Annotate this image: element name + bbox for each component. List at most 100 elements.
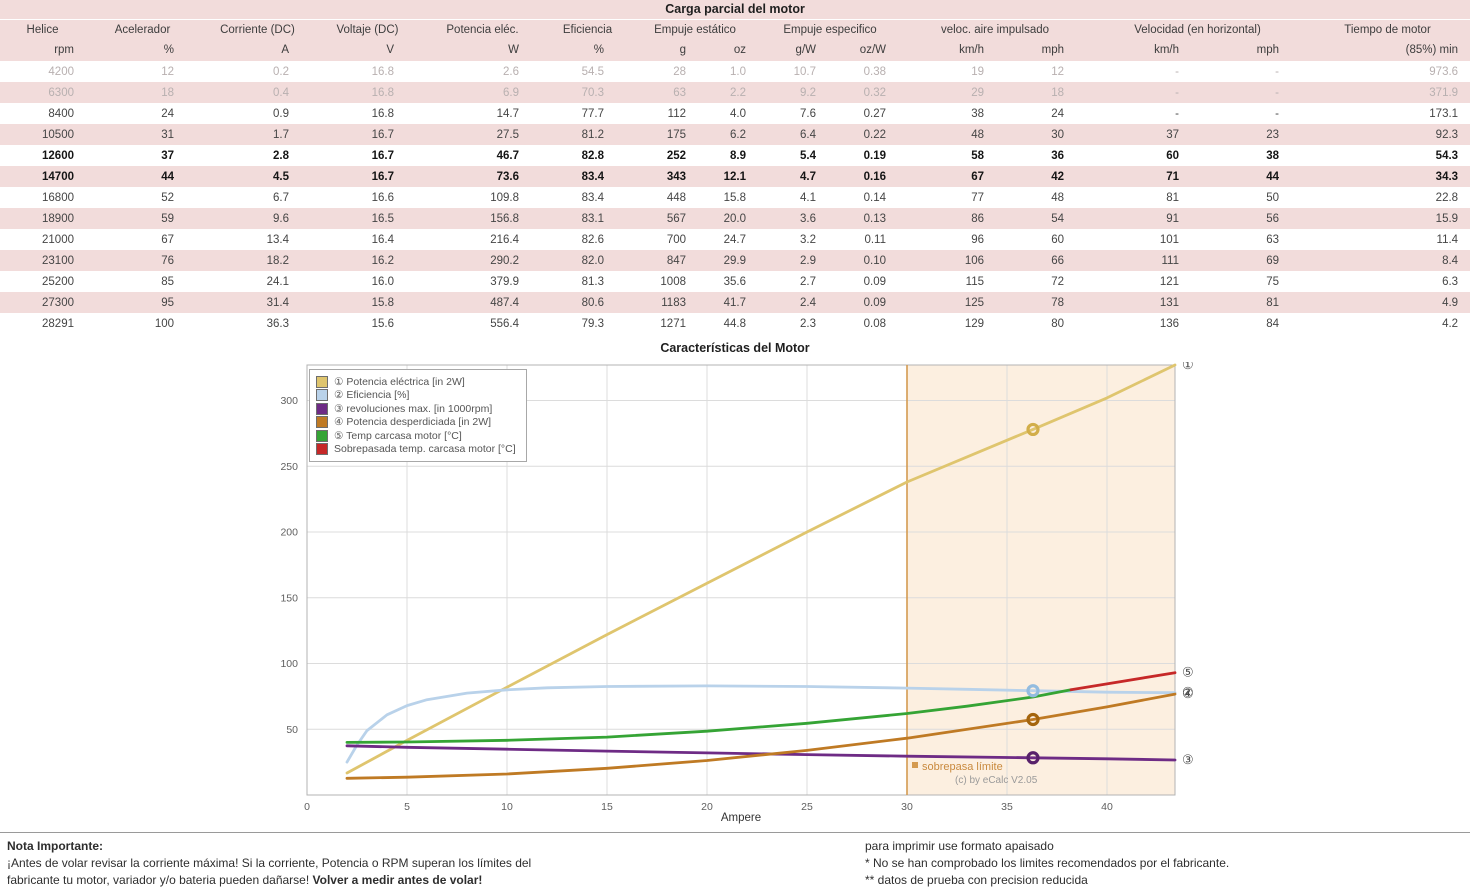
- column-unit: oz/W: [830, 40, 900, 62]
- svg-text:250: 250: [280, 461, 298, 473]
- table-cell: 10500: [42, 128, 74, 141]
- table-cell: 2.6: [503, 65, 519, 78]
- svg-text:5: 5: [404, 801, 410, 813]
- table-cell: 16.7: [371, 170, 394, 183]
- table-cell: 37: [161, 149, 174, 162]
- svg-text:50: 50: [286, 724, 298, 736]
- table-cell: 19: [971, 65, 984, 78]
- table-cell: 82.6: [581, 233, 604, 246]
- table-cell: 16.5: [371, 212, 394, 225]
- table-cell: 9.2: [800, 86, 816, 99]
- series-end-label: ④: [1182, 686, 1194, 701]
- limit-region: [907, 365, 1175, 795]
- table-cell: 6.3: [1442, 275, 1459, 288]
- table-cell: 12.1: [723, 170, 746, 183]
- svg-text:35: 35: [1001, 801, 1013, 813]
- table-row: 25200 85 24.1 16.0 379.9 81.3 1008 35.6 2.7 0.09 1…: [0, 271, 1470, 292]
- table-row: 4200 12 0.2 16.8 2.6 54.5 28 1.0 10.7 0.38 19 12 - - 9…: [0, 61, 1470, 82]
- notes-title: Nota Importante:: [7, 839, 103, 853]
- table-cell: 100: [154, 317, 174, 330]
- table-cell: 111: [1161, 254, 1179, 267]
- table-cell: 2.9: [800, 254, 816, 267]
- table-cell: 0.19: [863, 149, 886, 162]
- table-cell: 96: [971, 233, 984, 246]
- table-cell: 6.2: [730, 128, 746, 141]
- table-cell: 59: [161, 212, 174, 225]
- notes-warning-line1: ¡Antes de volar revisar la corriente máx…: [7, 856, 532, 870]
- table-cell: 556.4: [490, 317, 519, 330]
- table-unit-header-row: rpm% A V W% g oz g/W oz/W km/h mph km/h mph (85%) mi…: [0, 40, 1470, 62]
- table-cell: 216.4: [490, 233, 519, 246]
- table-cell: 4200: [48, 65, 74, 78]
- table-cell: 12: [161, 65, 174, 78]
- column-unit: km/h: [900, 40, 1010, 62]
- table-cell: 23: [1266, 128, 1279, 141]
- series-marker-3: [1026, 751, 1040, 765]
- table-cell: 6.7: [273, 191, 289, 204]
- table-cell: 12600: [42, 149, 74, 162]
- table-cell: 67: [971, 170, 984, 183]
- column-unit: W: [420, 40, 545, 62]
- table-cell: 973.6: [1429, 65, 1459, 78]
- series-end-label: ⑤: [1182, 665, 1194, 680]
- table-cell: 343: [666, 170, 686, 183]
- table-cell: 6300: [48, 86, 74, 99]
- table-cell: 83.4: [581, 191, 604, 204]
- table-cell: 73.6: [496, 170, 519, 183]
- table-cell: 18900: [42, 212, 74, 225]
- svg-text:25: 25: [801, 801, 813, 813]
- column-unit: (85%) min: [1305, 40, 1470, 62]
- notes-section: Nota Importante: ¡Antes de volar revisar…: [0, 832, 1470, 889]
- table-cell: 1.7: [273, 128, 289, 141]
- table-row: 8400 24 0.9 16.8 14.7 77.7 112 4.0 7.6 0.27 38 24 - -…: [0, 103, 1470, 124]
- table-row: 6300 18 0.4 16.8 6.9 70.3 63 2.2 9.2 0.32 29 18 - - 37…: [0, 82, 1470, 103]
- column-group-header: Eficiencia: [545, 19, 630, 40]
- table-cell: 15.6: [371, 317, 394, 330]
- legend-item: ③ revoluciones max. [in 1000rpm]: [316, 402, 516, 416]
- legend-item: ② Eficiencia [%]: [316, 389, 516, 403]
- table-cell: 20.0: [723, 212, 746, 225]
- table-cell: 109.8: [490, 191, 519, 204]
- table-cell: 131: [1159, 296, 1179, 309]
- table-cell: 44.8: [723, 317, 746, 330]
- legend-item: ④ Potencia desperdiciada [in 2W]: [316, 416, 516, 430]
- legend-item: ⑤ Temp carcasa motor [°C]: [316, 429, 516, 443]
- table-cell: 15.8: [371, 296, 394, 309]
- table-cell: 16800: [42, 191, 74, 204]
- svg-text:40: 40: [1101, 801, 1113, 813]
- legend-label: Sobrepasada temp. carcasa motor [°C]: [334, 443, 516, 456]
- motor-characteristics-chart: 50 100 150 200 250 300 0 5 10 15 20 25 30 35 40 ① ② ③ ④ ⑤ so…: [280, 362, 1194, 824]
- table-cell: 1008: [660, 275, 686, 288]
- legend-label: ④ Potencia desperdiciada [in 2W]: [334, 416, 492, 429]
- table-cell: 16.8: [371, 86, 394, 99]
- table-cell: 101: [1159, 233, 1179, 246]
- table-row: 12600 37 2.8 16.7 46.7 82.8 252 8.9 5.4 0.19 58 36 6…: [0, 145, 1470, 166]
- column-unit: mph: [1205, 40, 1305, 62]
- table-cell: 63: [673, 86, 686, 99]
- table-cell: 175: [666, 128, 686, 141]
- table-cell: 16.8: [371, 107, 394, 120]
- limit-label: sobrepasa límite: [922, 761, 1003, 773]
- table-cell: 16.4: [371, 233, 394, 246]
- table-cell: 24.7: [723, 233, 746, 246]
- table-cell: 16.7: [371, 128, 394, 141]
- table-cell: 63: [1266, 233, 1279, 246]
- column-group-header: veloc. aire impulsado: [900, 19, 1090, 40]
- table-cell: 2.4: [800, 296, 816, 309]
- table-title-row: Carga parcial del motor: [0, 0, 1470, 20]
- table-cell: 92.3: [1435, 128, 1459, 141]
- notes-warning-line2-text: fabricante tu motor, variador y/o bateri…: [7, 873, 310, 887]
- table-cell: 0.14: [863, 191, 886, 204]
- table-cell: 77: [971, 191, 984, 204]
- table-cell: 6.9: [503, 86, 519, 99]
- table-cell: 52: [161, 191, 174, 204]
- table-cell: 252: [666, 149, 686, 162]
- table-cell: 0.27: [863, 107, 886, 120]
- legend-item: ① Potencia eléctrica [in 2W]: [316, 375, 516, 389]
- table-cell: 8.4: [1442, 254, 1459, 267]
- column-unit: oz: [700, 40, 760, 62]
- plot-border: [306, 364, 1176, 796]
- column-unit: V: [315, 40, 420, 62]
- svg-text:0: 0: [304, 801, 310, 813]
